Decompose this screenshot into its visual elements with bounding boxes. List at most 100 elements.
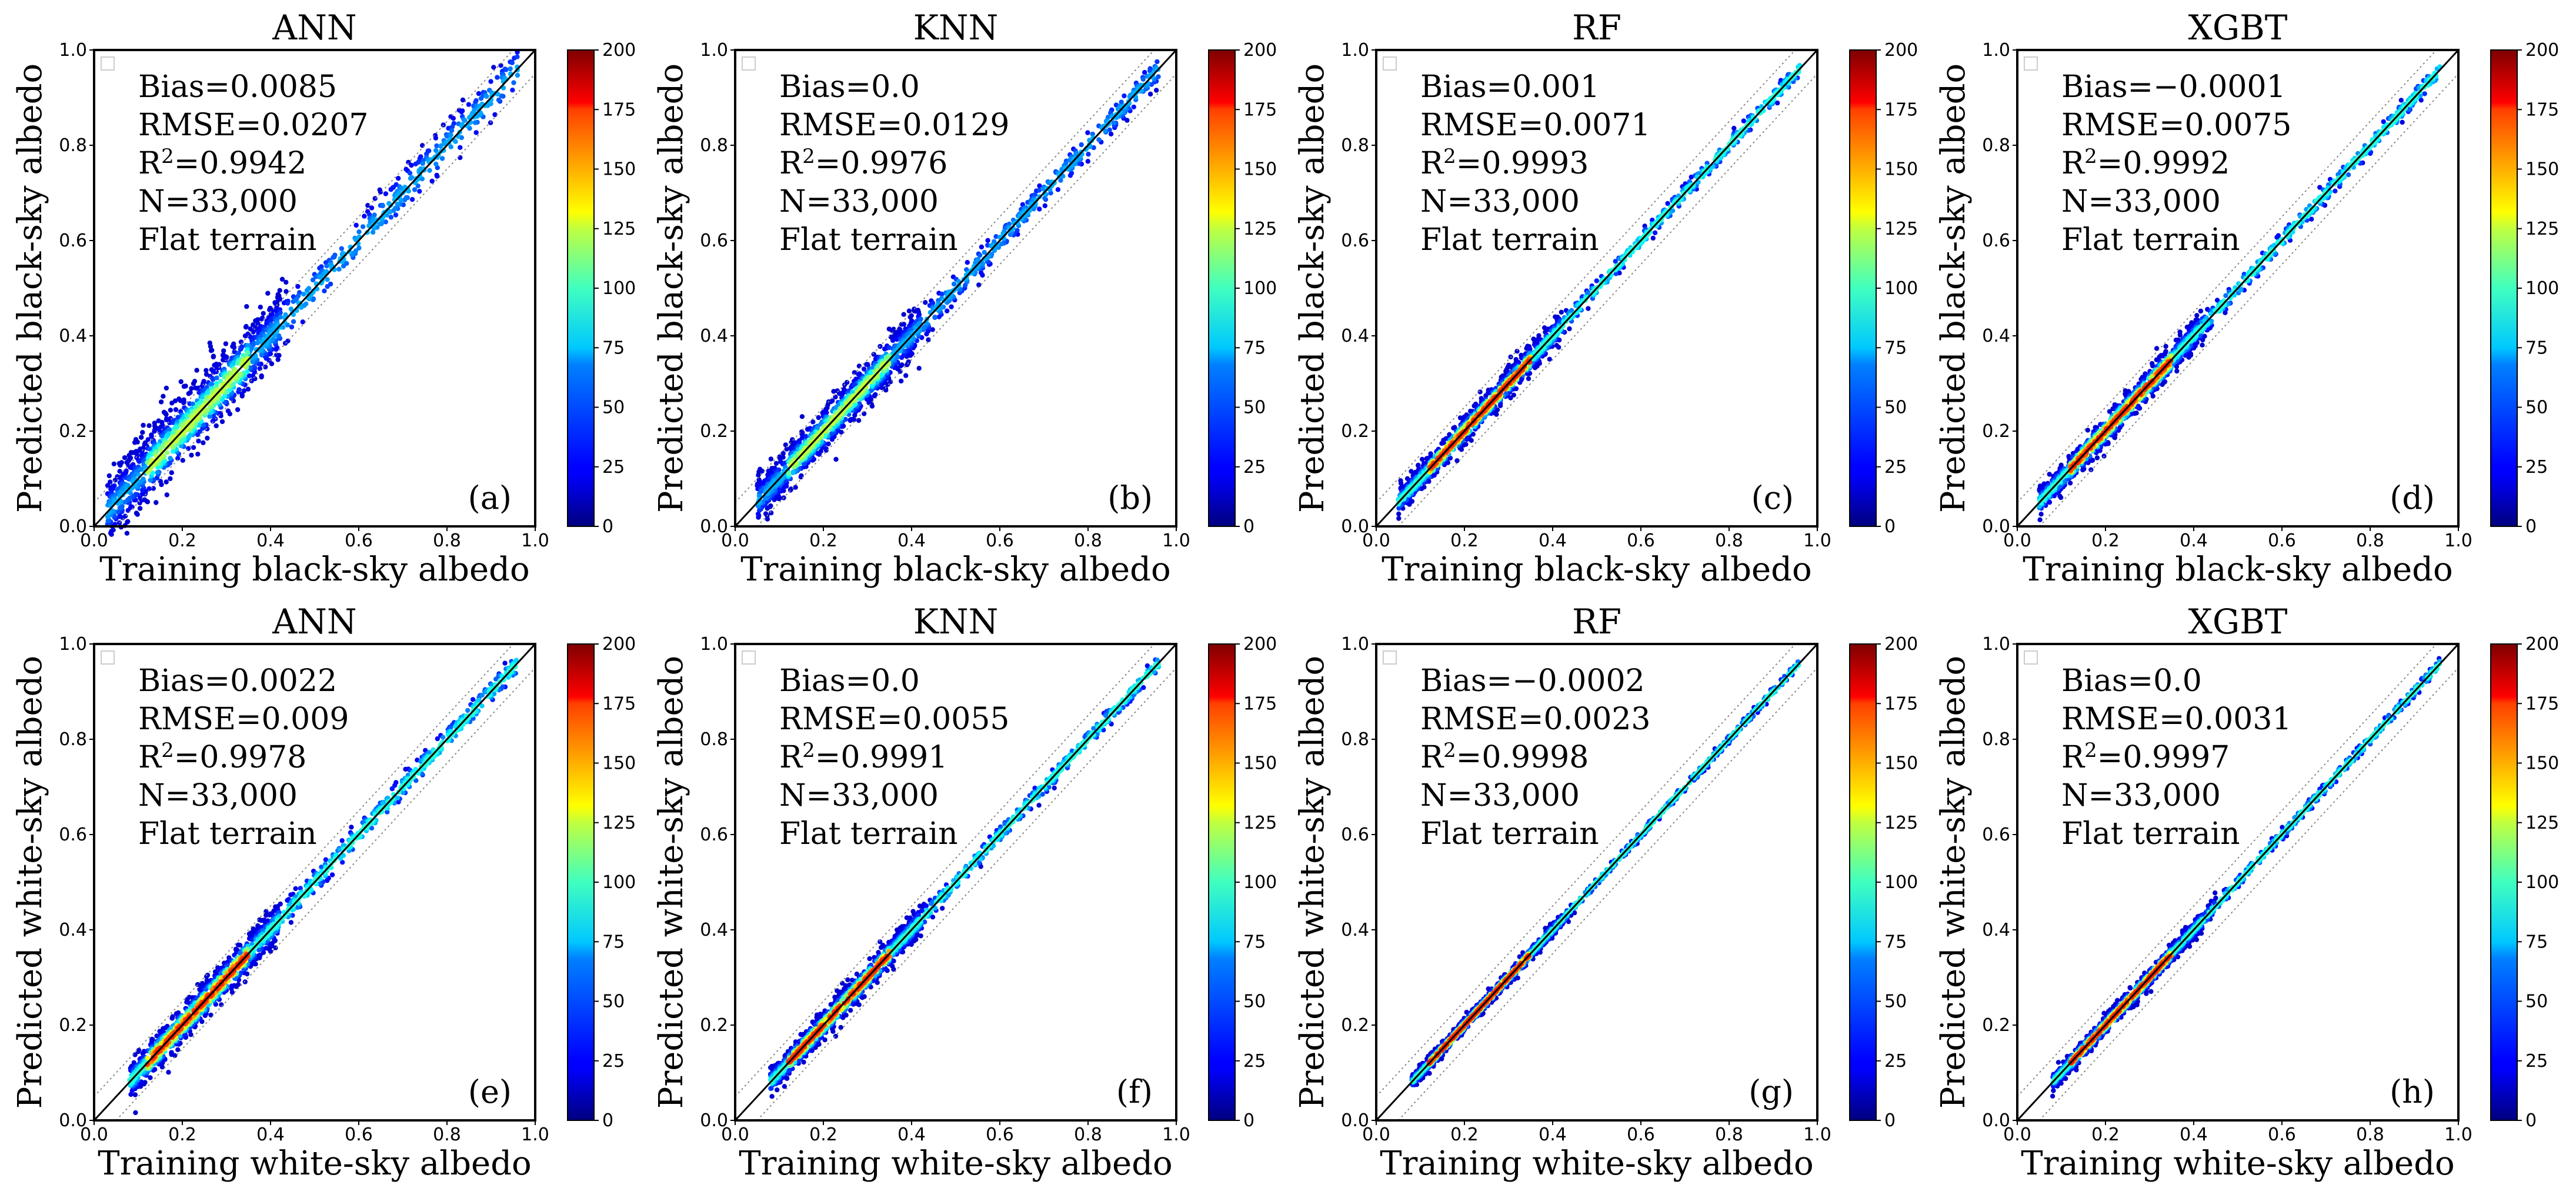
y-tick-label: 0.6 [700,231,728,251]
scatter-point [221,348,226,353]
y-tick-label: 1.0 [1341,40,1369,61]
colorbar-tick-label: 175 [1884,99,1918,120]
scatter-point [183,383,188,389]
scatter-point [273,308,279,314]
scatter-point [448,132,453,138]
y-tick-label: 0.2 [59,421,87,442]
colorbar-tick-label: 125 [1243,219,1277,239]
scatter-point [223,341,229,346]
x-tick-label: 1.0 [1803,530,1831,551]
scatter-point [154,500,159,505]
x-tick-label: 0.6 [345,530,373,551]
scatter-point [225,408,231,413]
scatter-point [274,352,279,358]
rmse-annotation: RMSE=0.0071 [1420,108,1651,143]
colorbar [1849,49,1877,527]
scatter-point [122,499,128,505]
scatter-point [282,341,288,346]
scatter-point [207,413,212,419]
scatter-point [180,458,185,463]
colorbar-tick-label: 50 [1243,398,1266,418]
scatter-point [1086,152,1091,157]
scatter-point [873,392,878,398]
scatter-point [293,297,299,302]
x-tick-label: 1.0 [1162,530,1190,551]
scatter-point [429,178,435,184]
scatter-point [211,354,216,360]
scatter-point [356,245,362,251]
panel-title: KNN [913,8,999,48]
scatter-point [291,319,296,324]
scatter-point [171,449,176,454]
scatter-point [1147,91,1153,97]
scatter-point [189,452,194,458]
panel-c: 0.00.00.20.20.40.40.60.60.80.81.01.0RFTr… [1293,8,1918,589]
scatter-point [173,407,179,412]
colorbar-tick-label: 100 [1884,278,1918,299]
scatter-point [117,469,122,474]
scatter-point [123,470,129,476]
scatter-point [277,297,282,302]
scatter-point [166,427,172,432]
scatter-point [145,437,151,442]
scatter-point [194,368,199,373]
scatter-point [211,413,216,419]
scatter-point [2398,98,2404,103]
scatter-point [332,254,337,260]
x-axis-label: Training black-sky albedo [740,550,1170,589]
scatter-point [2274,235,2280,240]
scatter-point [261,311,266,316]
colorbar-tick-label: 0 [602,516,613,537]
scatter-point [1514,349,1520,354]
scatter-point [780,455,786,460]
y-tick-label: 0.6 [59,231,87,251]
scatter-point [135,439,140,445]
scatter-point [799,414,805,419]
scatter-point [434,172,439,178]
scatter-point [473,130,479,135]
x-tick-label: 0.2 [809,530,837,551]
scatter-point [471,109,476,115]
scatter-point [773,460,779,466]
scatter-point [403,195,409,201]
x-tick-label: 0.8 [433,530,461,551]
y-axis-label: Predicted black-sky albedo [1293,64,1332,513]
scatter-point [175,415,181,420]
colorbar-tick-label: 25 [602,457,625,478]
panel-b: 0.00.00.20.20.40.40.60.60.80.81.01.0KNNT… [652,8,1277,589]
scatter-point [336,266,342,272]
colorbar-tick-label: 175 [1243,99,1277,120]
scatter-point [1559,309,1564,315]
y-tick-label: 0.2 [1341,421,1369,442]
scatter-point [488,79,493,84]
scatter-point [164,492,169,498]
scatter-point [466,102,472,107]
scatter-point [388,215,394,220]
scatter-point [283,279,289,285]
x-tick-label: 0.6 [986,530,1014,551]
x-tick-label: 0.4 [1539,530,1567,551]
scatter-point [433,161,439,167]
bias-annotation: Bias=0.0085 [138,69,337,105]
scatter-point [306,286,312,291]
scatter-point [449,128,455,134]
scatter-point [1554,343,1559,348]
scatter-point [203,372,209,377]
scatter-point [1547,356,1552,362]
scatter-point [341,263,346,269]
scatter-point [433,135,439,141]
colorbar-tick-label: 125 [602,219,636,239]
scatter-point [449,124,455,129]
colorbar-tick-label: 150 [602,159,636,180]
scatter-point [140,430,145,435]
scatter-point [259,373,264,379]
terrain-annotation: Flat terrain [138,222,317,258]
scatter-point [1154,59,1160,65]
scatter-point [508,66,513,72]
rmse-annotation: RMSE=0.0207 [138,108,369,143]
scatter-point [427,168,432,173]
scatter-point [1567,326,1572,332]
scatter-point [181,400,186,406]
x-tick-label: 1.0 [521,530,549,551]
scatter-point [492,112,498,118]
